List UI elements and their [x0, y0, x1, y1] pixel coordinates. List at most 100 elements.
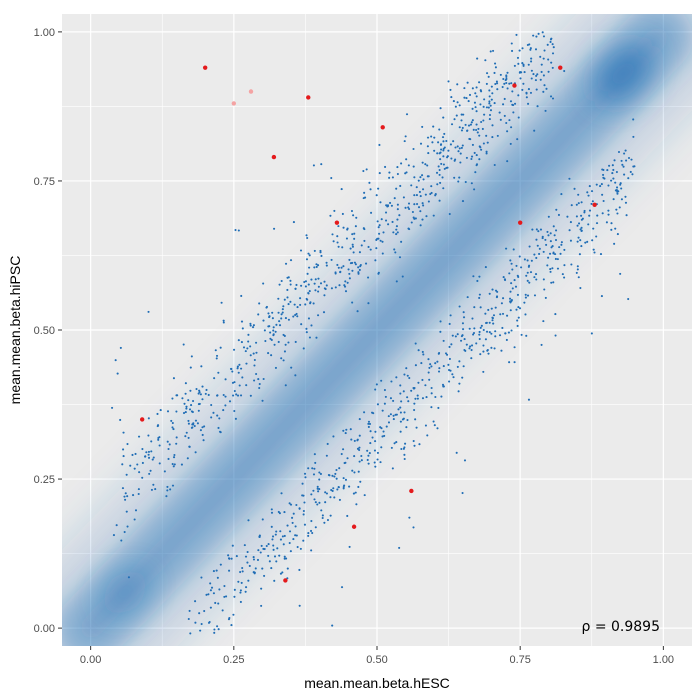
data-point	[535, 278, 538, 281]
data-point	[435, 171, 439, 174]
data-point	[570, 263, 573, 266]
data-point	[552, 225, 555, 228]
data-point	[348, 272, 351, 275]
data-point	[535, 238, 538, 241]
data-point	[263, 574, 266, 577]
data-point	[454, 105, 457, 108]
data-point	[355, 503, 358, 506]
data-point	[357, 272, 360, 275]
data-point	[233, 348, 236, 351]
data-point	[577, 236, 580, 239]
data-point	[171, 484, 175, 487]
data-point	[295, 534, 298, 537]
data-point	[475, 164, 478, 167]
data-point	[337, 245, 340, 248]
data-point	[442, 149, 445, 152]
data-point	[462, 365, 465, 368]
data-point	[416, 397, 419, 400]
data-point	[376, 220, 379, 223]
data-point	[491, 136, 494, 139]
data-point	[499, 313, 502, 316]
data-point	[354, 491, 357, 494]
data-point	[469, 345, 472, 348]
data-point	[472, 331, 476, 335]
data-point	[348, 277, 351, 280]
data-point	[359, 263, 362, 267]
data-point	[342, 226, 345, 229]
data-point	[624, 149, 627, 152]
data-point	[327, 474, 330, 477]
data-point	[325, 261, 328, 264]
data-point	[470, 157, 473, 161]
data-point	[513, 64, 516, 67]
data-point	[404, 172, 407, 175]
data-point	[505, 81, 508, 85]
data-point	[330, 258, 333, 261]
data-point	[381, 240, 384, 243]
data-point	[231, 370, 234, 373]
data-point	[384, 395, 387, 398]
data-point	[389, 397, 392, 400]
data-point	[313, 453, 316, 456]
data-point	[144, 455, 147, 458]
data-point	[570, 204, 573, 207]
data-point	[235, 555, 238, 558]
data-point	[299, 547, 302, 550]
data-point	[418, 190, 421, 194]
data-point	[507, 331, 510, 334]
data-point	[321, 514, 324, 517]
data-point	[551, 267, 554, 270]
data-point	[187, 436, 190, 439]
data-point	[188, 408, 192, 411]
data-point	[602, 173, 605, 176]
data-point	[494, 335, 497, 338]
data-point	[163, 470, 166, 473]
data-point	[466, 129, 469, 132]
data-point	[356, 439, 359, 442]
data-point	[258, 302, 261, 305]
data-point	[579, 228, 582, 231]
data-point	[367, 425, 370, 429]
data-point	[512, 248, 515, 251]
data-point	[517, 306, 520, 309]
data-point	[252, 324, 255, 327]
data-point	[313, 282, 316, 285]
data-point	[307, 532, 310, 535]
data-point	[422, 204, 425, 207]
data-point	[194, 621, 197, 624]
data-point	[121, 487, 125, 490]
data-point	[403, 457, 406, 461]
data-point	[239, 600, 242, 604]
data-point	[422, 188, 425, 191]
data-point	[611, 172, 614, 175]
data-point	[528, 43, 531, 46]
data-point	[190, 355, 193, 358]
data-point	[506, 160, 509, 163]
data-point	[167, 447, 170, 451]
data-point	[554, 253, 557, 256]
data-point	[355, 216, 358, 219]
data-point	[201, 433, 204, 437]
data-point	[474, 171, 477, 174]
data-point	[408, 516, 411, 519]
data-point	[141, 476, 144, 479]
data-point	[506, 314, 509, 317]
data-point	[372, 412, 375, 415]
data-point	[332, 487, 335, 490]
data-point	[406, 418, 409, 422]
data-point	[401, 275, 404, 278]
data-point	[228, 400, 232, 403]
data-point	[442, 155, 445, 158]
data-point	[415, 186, 418, 189]
data-point	[366, 458, 369, 461]
data-point	[145, 451, 148, 454]
data-point	[252, 558, 256, 561]
data-point	[432, 125, 435, 128]
data-point	[255, 351, 258, 354]
data-point	[475, 154, 478, 157]
data-point	[392, 414, 395, 417]
data-point	[324, 501, 327, 504]
data-point	[513, 279, 516, 282]
data-point	[397, 408, 400, 411]
data-point	[296, 545, 299, 549]
